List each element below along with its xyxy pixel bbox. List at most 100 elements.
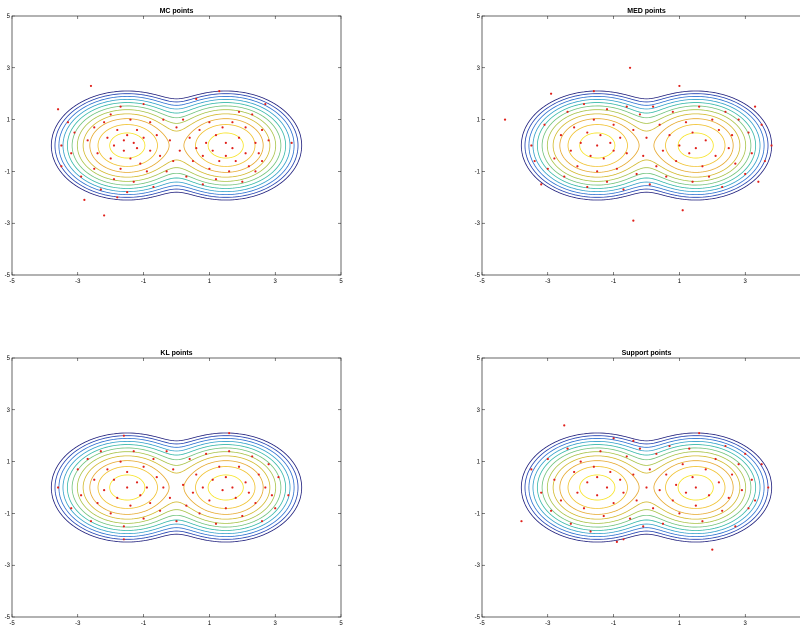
data-point <box>162 118 165 121</box>
data-point <box>231 121 234 124</box>
data-point <box>549 92 553 95</box>
data-point <box>717 481 720 484</box>
data-point <box>221 126 224 129</box>
data-point <box>724 110 727 113</box>
x-tick-label: 1 <box>678 279 682 285</box>
data-point <box>231 486 234 489</box>
data-point <box>612 437 615 440</box>
data-point <box>609 470 612 474</box>
data-point <box>730 473 734 476</box>
data-point <box>619 136 622 139</box>
data-point <box>201 154 204 157</box>
data-point <box>139 162 142 165</box>
data-point <box>244 152 247 155</box>
data-point <box>553 157 556 160</box>
data-point <box>625 152 628 155</box>
x-tick-label: -5 <box>479 279 485 285</box>
data-point <box>727 146 730 150</box>
data-point <box>208 121 211 124</box>
data-point <box>116 196 119 199</box>
data-point <box>704 468 707 471</box>
data-point <box>740 488 744 492</box>
data-point <box>185 504 188 507</box>
data-point <box>671 499 674 502</box>
data-point <box>126 486 129 489</box>
x-tick-label: 5 <box>339 621 343 627</box>
data-point <box>589 154 592 157</box>
contour-level-4 <box>532 440 761 535</box>
x-tick-label: 3 <box>274 279 278 285</box>
data-point <box>635 172 638 176</box>
data-point <box>132 141 135 145</box>
data-point <box>251 113 254 116</box>
data-point <box>257 152 260 155</box>
x-tick-label: -3 <box>545 621 551 627</box>
data-point <box>576 165 579 168</box>
data-point <box>586 481 589 484</box>
data-point <box>586 185 589 189</box>
contour-level-8 <box>552 455 741 520</box>
data-point <box>750 478 753 481</box>
data-point <box>247 165 250 168</box>
data-point <box>103 214 106 217</box>
data-point <box>605 180 609 183</box>
data-point <box>103 121 106 124</box>
data-point <box>287 494 290 497</box>
data-point <box>93 126 96 129</box>
data-point <box>569 149 572 152</box>
data-point <box>744 172 747 176</box>
data-point <box>79 175 83 178</box>
data-point <box>632 439 635 442</box>
contour-level-1 <box>520 90 773 201</box>
data-point <box>586 131 589 134</box>
data-point <box>142 136 145 139</box>
contour-level-6 <box>71 447 282 528</box>
contour-level-6 <box>71 105 282 186</box>
y-tick-label: -3 <box>475 563 481 569</box>
data-point <box>596 476 599 479</box>
data-point <box>675 159 678 163</box>
data-point <box>119 105 122 108</box>
x-tick-label: -1 <box>141 279 147 285</box>
data-point <box>96 501 99 505</box>
data-point <box>224 154 227 157</box>
data-point <box>119 167 122 170</box>
data-point <box>668 134 671 137</box>
data-point <box>730 134 734 137</box>
data-point <box>211 478 214 481</box>
data-point <box>221 488 224 492</box>
data-point <box>109 157 112 160</box>
data-point <box>106 468 109 471</box>
data-point <box>612 149 615 152</box>
data-point <box>566 110 569 113</box>
x-tick-label: -1 <box>141 621 147 627</box>
data-point <box>760 463 763 466</box>
data-point <box>214 134 218 137</box>
data-point <box>145 486 148 489</box>
data-point <box>96 152 99 155</box>
data-point <box>724 444 727 448</box>
data-point <box>86 457 89 461</box>
data-point <box>152 457 155 461</box>
data-point <box>188 136 191 139</box>
chart-title: KL points <box>160 350 192 357</box>
data-point <box>714 154 717 157</box>
data-point <box>747 131 750 134</box>
data-point <box>605 486 609 489</box>
y-tick-label: 1 <box>7 118 11 124</box>
data-point <box>172 159 175 163</box>
data-point <box>132 180 135 183</box>
data-point <box>645 486 648 489</box>
axes-frame <box>11 357 342 618</box>
data-point <box>122 525 125 528</box>
data-point <box>698 432 701 435</box>
data-point <box>251 455 254 458</box>
data-point <box>596 144 599 147</box>
data-point <box>198 128 201 132</box>
data-point <box>596 494 599 497</box>
contour-level-4 <box>532 98 761 193</box>
data-point <box>582 102 586 106</box>
data-point <box>66 121 70 124</box>
data-point <box>79 494 83 497</box>
